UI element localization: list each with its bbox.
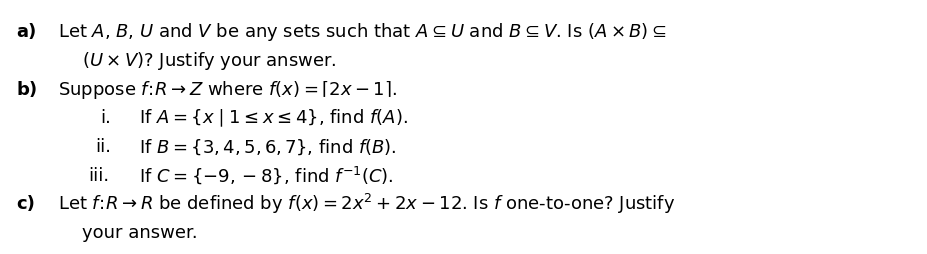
Text: If $B = \{3,4,5,6,7\}$, find $f(B)$.: If $B = \{3,4,5,6,7\}$, find $f(B)$. bbox=[139, 137, 397, 156]
Text: If $A = \{x \mid 1 \leq x \leq 4\}$, find $f(A)$.: If $A = \{x \mid 1 \leq x \leq 4\}$, fin… bbox=[139, 107, 408, 129]
Text: your answer.: your answer. bbox=[82, 223, 197, 241]
Text: Let $A$, $B$, $U$ and $V$ be any sets such that $A \subseteq U$ and $B \subseteq: Let $A$, $B$, $U$ and $V$ be any sets su… bbox=[58, 21, 667, 43]
Text: i.: i. bbox=[100, 109, 111, 127]
Text: b): b) bbox=[17, 80, 38, 98]
Text: Let $f\!:\!R \rightarrow R$ be defined by $f(x) = 2x^2 + 2x - 12$. Is $f$ one-to: Let $f\!:\!R \rightarrow R$ be defined b… bbox=[58, 192, 676, 216]
Text: c): c) bbox=[17, 195, 35, 213]
Text: If $C = \{-9,-8\}$, find $f^{-1}(C)$.: If $C = \{-9,-8\}$, find $f^{-1}(C)$. bbox=[139, 164, 394, 186]
Text: a): a) bbox=[17, 23, 37, 41]
Text: $(U \times V)$? Justify your answer.: $(U \times V)$? Justify your answer. bbox=[82, 50, 337, 72]
Text: ii.: ii. bbox=[95, 137, 111, 155]
Text: iii.: iii. bbox=[88, 166, 109, 184]
Text: Suppose $f\!:\!R \rightarrow Z$ where $f(x) = \lceil 2x - 1 \rceil$.: Suppose $f\!:\!R \rightarrow Z$ where $f… bbox=[58, 78, 398, 100]
